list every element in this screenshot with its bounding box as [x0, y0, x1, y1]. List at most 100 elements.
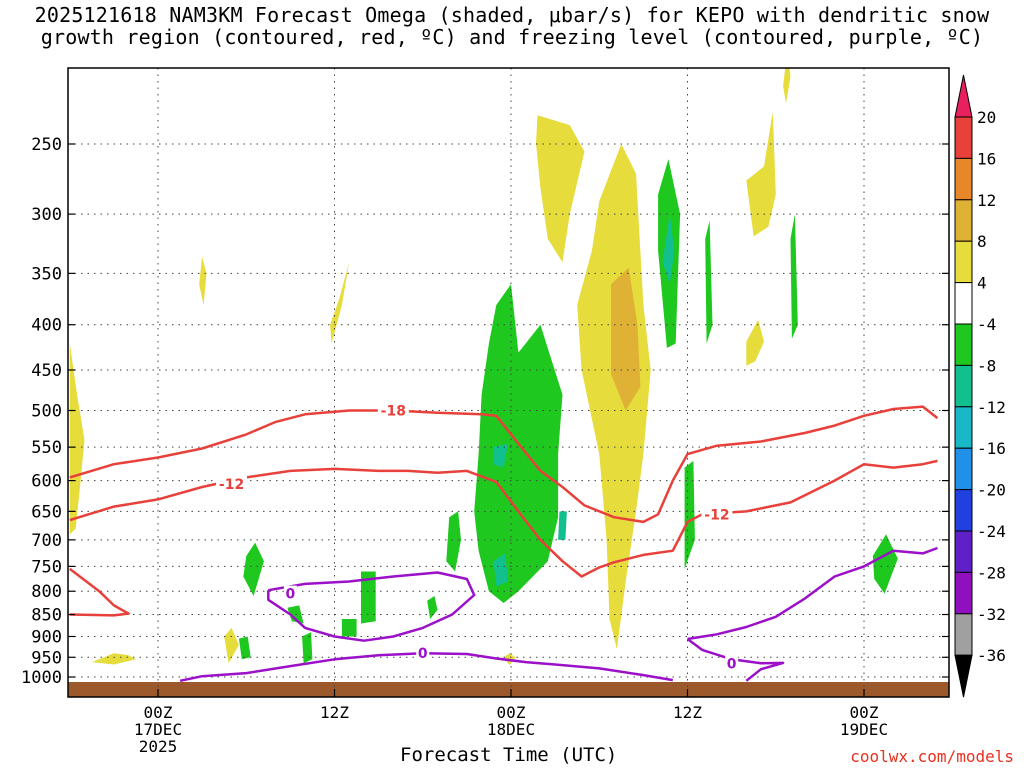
contour-line — [69, 459, 938, 578]
colorbar-box — [954, 157, 973, 201]
contour-label-layer: -18 -12 -12 0 0 0 — [216, 402, 739, 672]
contour-label: 0 — [418, 646, 428, 662]
contour-label-background — [283, 585, 297, 602]
contour-label: -12 — [219, 477, 244, 493]
colorbar-label: 8 — [977, 232, 987, 251]
x-tick-label: 2025 — [139, 737, 178, 756]
omega-region — [493, 553, 509, 587]
colorbar-label: 4 — [977, 274, 987, 293]
x-tick-label: 12Z — [673, 703, 702, 722]
contour-label: -12 — [704, 507, 729, 523]
colorbar-box — [954, 406, 973, 449]
colorbar-label: 20 — [977, 108, 996, 127]
y-tick-label: 500 — [31, 402, 62, 422]
plot-frame — [67, 67, 950, 698]
omega-region — [577, 144, 651, 650]
omega-region — [91, 653, 136, 665]
omega-shading-layer — [69, 68, 898, 666]
colorbar-box — [954, 530, 973, 573]
colorbar-label: -20 — [977, 481, 1006, 500]
colorbar-box — [954, 364, 973, 408]
colorbar-label: -8 — [977, 356, 996, 375]
colorbar-box — [954, 613, 973, 656]
omega-region — [872, 534, 898, 594]
omega-region — [446, 511, 461, 572]
credit-text: coolwx.com/models — [850, 747, 1014, 766]
colorbar-label: 12 — [977, 191, 996, 210]
y-tick-label: 250 — [31, 135, 62, 155]
x-tick-label: 00Z — [144, 703, 173, 722]
omega-region — [493, 443, 509, 468]
colorbar-box — [954, 282, 973, 325]
contour-line — [686, 637, 785, 682]
omega-region — [199, 256, 207, 305]
omega-region — [69, 343, 85, 535]
omega-region — [662, 214, 675, 285]
y-tick-label: 750 — [31, 557, 62, 577]
y-axis: 2503003504004505005506006507007508008509… — [21, 135, 949, 688]
colorbar-box — [954, 199, 973, 242]
y-tick-label: 350 — [31, 264, 62, 284]
y-tick-label: 450 — [31, 361, 62, 381]
x-tick-label: 12Z — [320, 703, 349, 722]
contour-line — [69, 405, 939, 524]
colorbar-box — [954, 323, 973, 366]
colorbar-label: -12 — [977, 398, 1006, 417]
omega-region — [427, 596, 438, 619]
contour-label-background — [725, 655, 739, 672]
y-tick-label: 1000 — [21, 668, 62, 688]
contour-label: -18 — [381, 404, 406, 420]
colorbar-label: -4 — [977, 315, 996, 334]
y-tick-label: 550 — [31, 438, 62, 458]
omega-region — [238, 636, 251, 660]
grid-layer — [68, 68, 949, 697]
colorbar-box — [954, 447, 973, 491]
x-tick-label: 18DEC — [487, 720, 535, 739]
y-tick-label: 650 — [31, 502, 62, 522]
y-tick-label: 950 — [31, 648, 62, 668]
colorbar-label: -24 — [977, 522, 1006, 541]
chart-title: 2025121618 NAM3KM Forecast Omega (shaded… — [0, 4, 1024, 48]
omega-region — [783, 68, 791, 104]
terrain-strip — [68, 682, 949, 697]
y-tick-label: 600 — [31, 472, 62, 492]
colorbar-label: -16 — [977, 439, 1006, 458]
contour-line — [69, 567, 130, 617]
y-tick-label: 300 — [31, 205, 62, 225]
y-tick-label: 700 — [31, 531, 62, 551]
contour-label: 0 — [727, 656, 737, 672]
colorbar-box — [954, 489, 973, 532]
chart-title-line-2: growth region (contoured, red, ºC) and f… — [40, 25, 984, 49]
contour-line — [267, 571, 476, 642]
omega-region — [302, 632, 313, 664]
omega-region — [790, 214, 798, 339]
y-tick-label: 900 — [31, 627, 62, 647]
contour-label-background — [416, 645, 430, 662]
omega-region — [558, 511, 567, 540]
contour-label-background — [377, 402, 409, 419]
omega-region — [361, 571, 376, 624]
x-tick-label: 17DEC — [134, 720, 182, 739]
omega-region — [611, 267, 641, 411]
colorbar-label: -32 — [977, 605, 1006, 624]
colorbar-label: -36 — [977, 646, 1006, 665]
colorbar: 20 16 12 8 4 -4 -8 -12 -16 -20 -24 -28 -32 -36 — [954, 74, 1006, 698]
omega-region — [684, 460, 695, 569]
omega-region — [330, 262, 350, 344]
omega-region — [224, 627, 239, 664]
omega-region — [746, 111, 776, 237]
omega-region — [746, 319, 764, 366]
omega-region — [341, 619, 357, 637]
colorbar-box — [954, 571, 973, 615]
colorbar-box — [954, 116, 973, 159]
colorbar-top-triangle — [954, 74, 973, 118]
contour-line — [179, 651, 674, 683]
omega-region — [243, 542, 264, 596]
y-tick-label: 850 — [31, 606, 62, 626]
y-tick-label: 800 — [31, 582, 62, 602]
omega-region — [705, 220, 713, 344]
x-tick-label: 00Z — [497, 703, 526, 722]
contour-label-background — [701, 506, 733, 523]
contour-line — [687, 546, 938, 641]
